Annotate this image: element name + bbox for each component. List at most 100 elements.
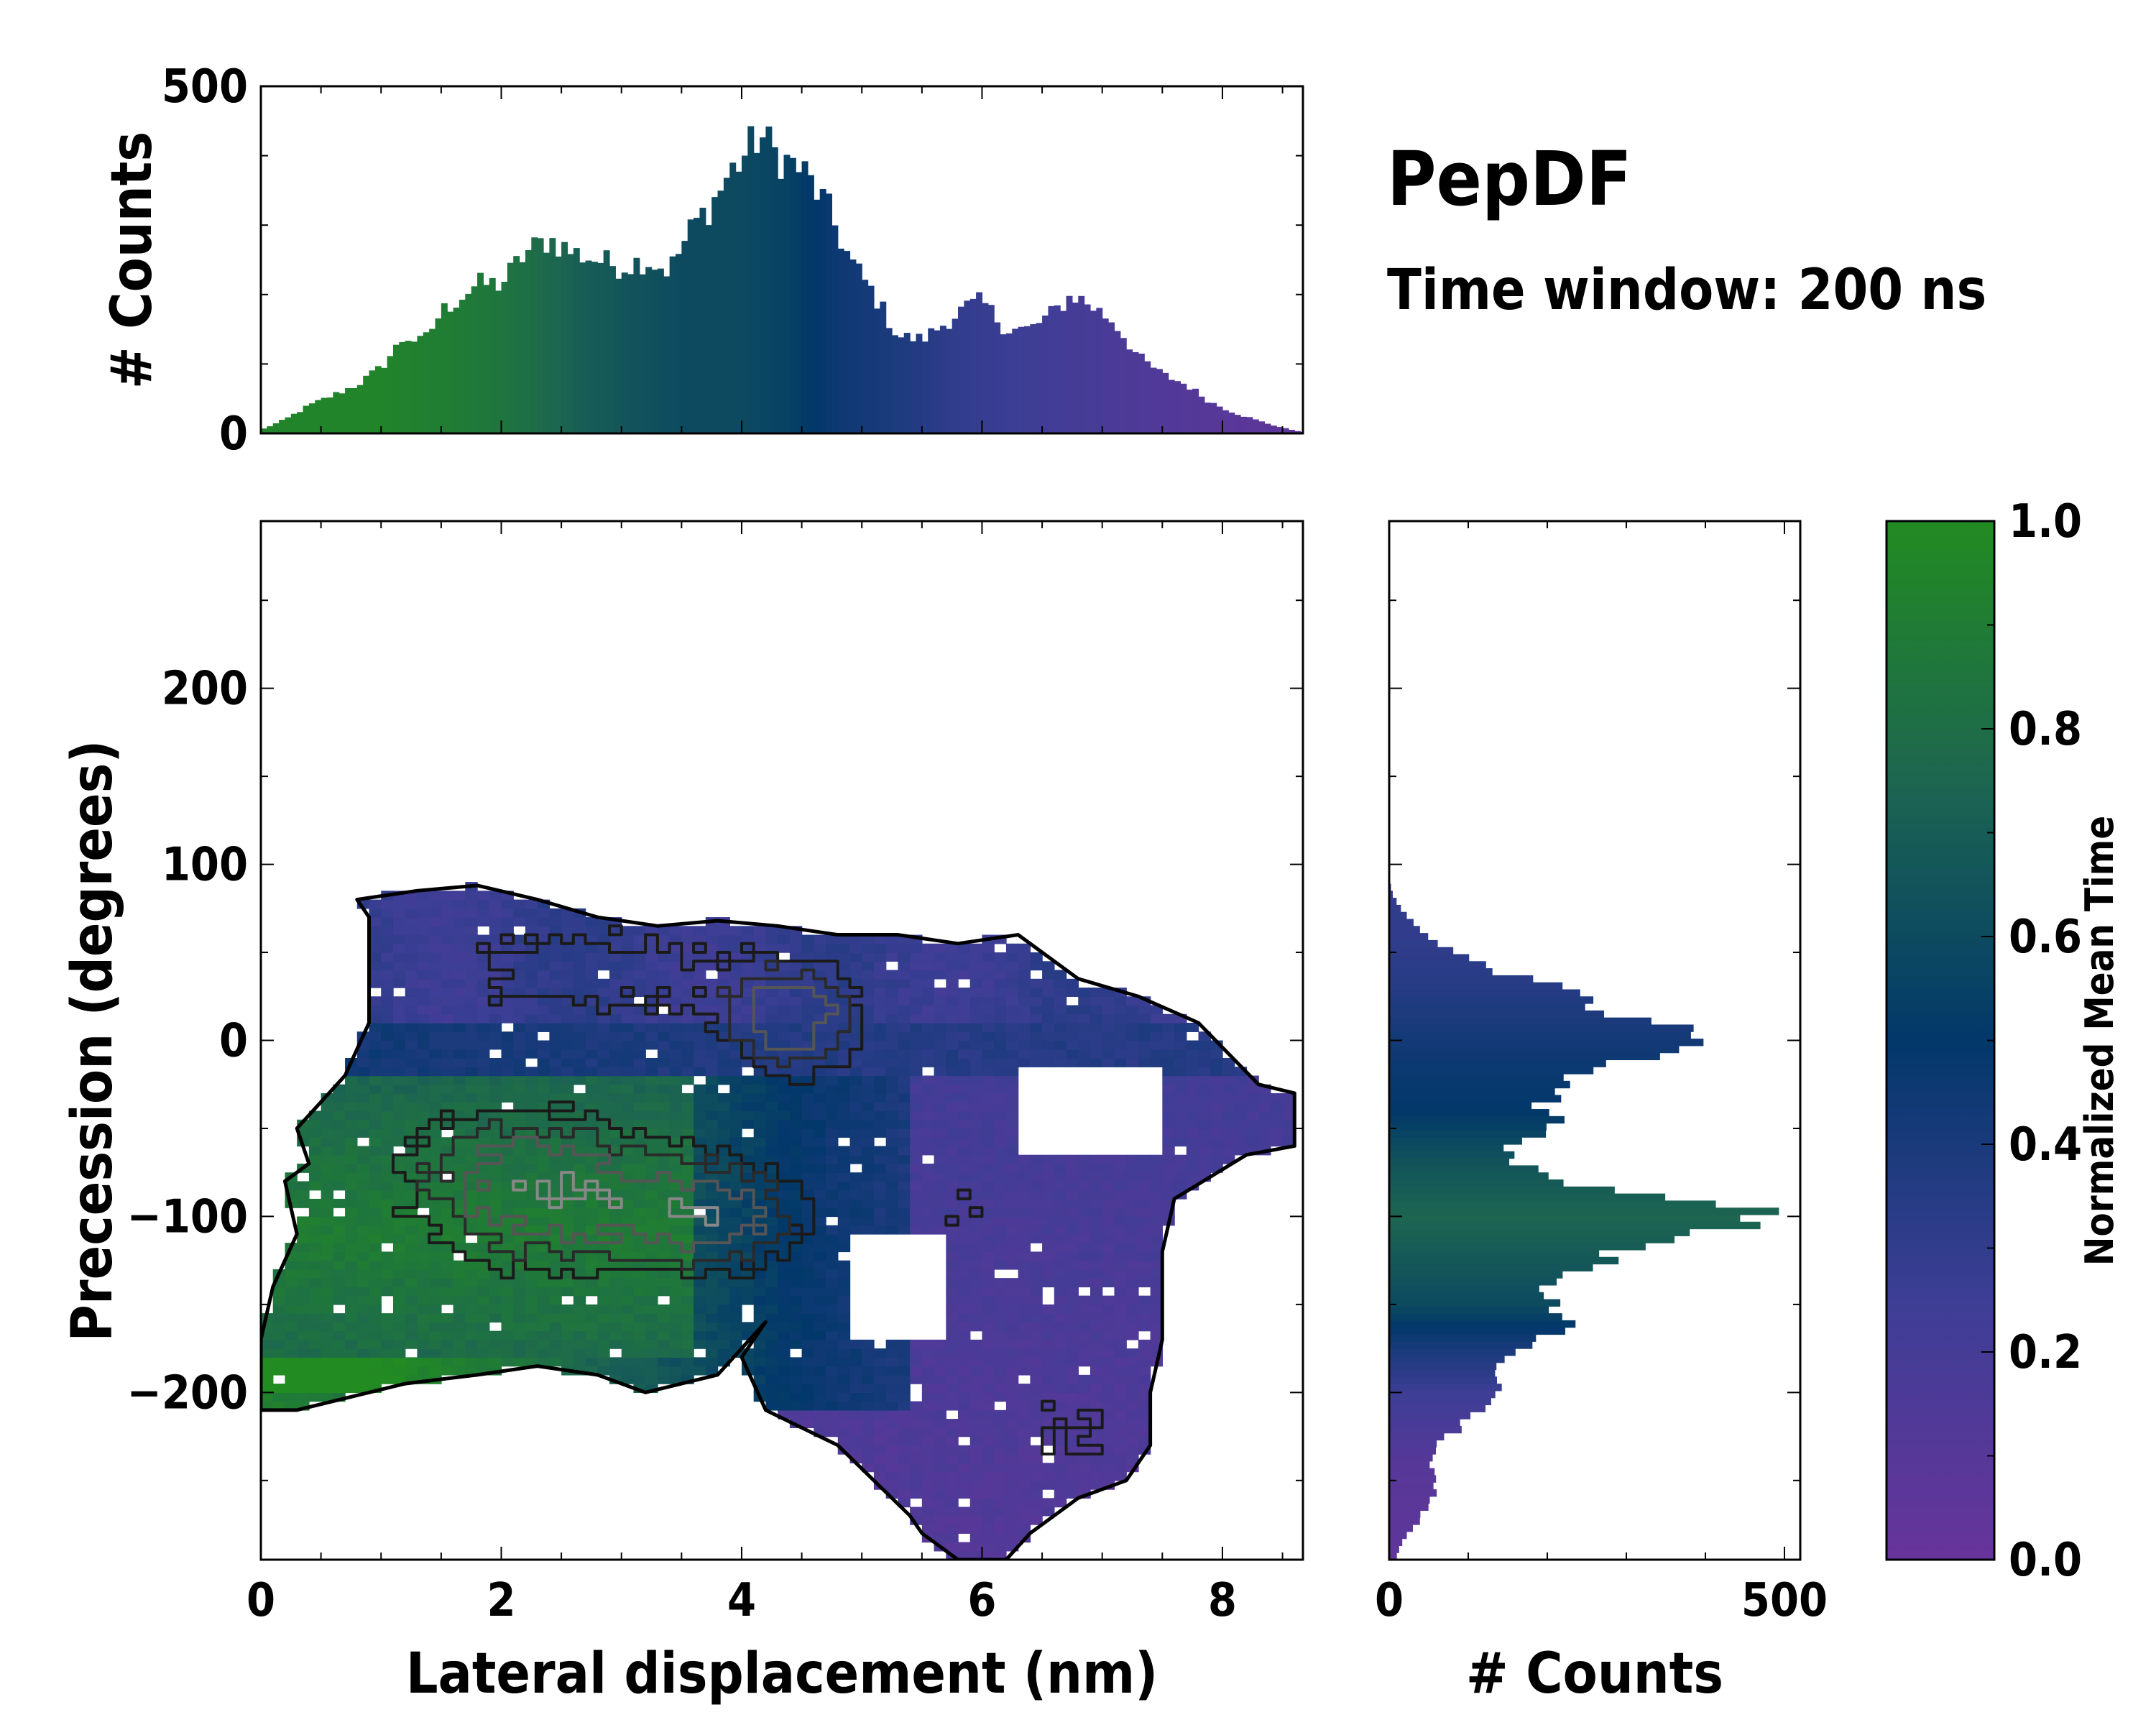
heatmap-cell xyxy=(657,978,671,988)
heatmap-cell xyxy=(609,1216,622,1226)
heatmap-cell xyxy=(1174,1092,1187,1103)
heatmap-cell xyxy=(741,1243,755,1253)
heatmap-cell xyxy=(477,1013,490,1024)
heatmap-cell xyxy=(1089,1409,1103,1420)
heatmap-cell xyxy=(381,1181,394,1191)
heatmap-cell xyxy=(1150,1243,1164,1253)
heatmap-cell xyxy=(958,996,971,1006)
heatmap-cell xyxy=(705,1357,719,1367)
heatmap-cell xyxy=(849,943,862,953)
heatmap-cell xyxy=(969,1322,983,1332)
heatmap-cell xyxy=(381,1163,394,1173)
heatmap-cell xyxy=(1114,1172,1127,1182)
heatmap-cell xyxy=(1210,1049,1223,1059)
right-bar xyxy=(1389,1067,1594,1075)
heatmap-cell xyxy=(1089,1313,1103,1323)
heatmap-cell xyxy=(513,1110,526,1121)
heatmap-cell xyxy=(1114,1304,1127,1314)
heatmap-cell xyxy=(549,1251,562,1261)
heatmap-cell xyxy=(1066,1243,1079,1253)
heatmap-cell xyxy=(1089,1419,1103,1429)
heatmap-cell xyxy=(297,1348,310,1358)
heatmap-cell xyxy=(621,1208,635,1218)
heatmap-cell xyxy=(946,1146,959,1156)
heatmap-cell xyxy=(669,1084,683,1094)
heatmap-cell xyxy=(849,988,862,997)
top-bar xyxy=(303,405,310,433)
heatmap-cell xyxy=(356,1102,370,1112)
heatmap-cell xyxy=(969,1102,983,1112)
heatmap-cell xyxy=(525,1313,538,1323)
heatmap-cell xyxy=(669,961,683,971)
heatmap-cell xyxy=(814,1190,826,1200)
heatmap-cell xyxy=(681,952,694,962)
heatmap-cell xyxy=(729,943,742,953)
heatmap-cell xyxy=(561,1172,574,1182)
heatmap-cell xyxy=(921,1216,935,1226)
heatmap-cell xyxy=(573,1243,586,1253)
heatmap-cell xyxy=(910,970,923,980)
heatmap-cell xyxy=(741,1040,755,1050)
heatmap-cell xyxy=(417,1049,430,1059)
heatmap-cell xyxy=(681,1304,694,1314)
top-bar xyxy=(537,238,544,433)
heatmap-cell xyxy=(453,1067,466,1077)
heatmap-cell xyxy=(765,970,778,980)
heatmap-cell xyxy=(1078,1463,1091,1473)
heatmap-cell xyxy=(549,1357,562,1367)
heatmap-cell xyxy=(801,1243,815,1253)
heatmap-cell xyxy=(729,1057,742,1067)
heatmap-cell xyxy=(765,1269,778,1279)
heatmap-cell xyxy=(958,1181,971,1191)
heatmap-cell xyxy=(621,1031,635,1041)
heatmap-cell xyxy=(1054,1154,1067,1164)
heatmap-cell xyxy=(1138,1384,1151,1394)
heatmap-cell xyxy=(1114,1295,1127,1305)
heatmap-cell xyxy=(681,1330,694,1340)
heatmap-cell xyxy=(345,1233,358,1243)
heatmap-cell xyxy=(657,970,671,980)
heatmap-cell xyxy=(982,1013,995,1024)
heatmap-cell xyxy=(814,1013,826,1024)
heatmap-cell xyxy=(946,1084,959,1094)
heatmap-cell xyxy=(801,1251,815,1261)
heatmap-cell xyxy=(849,1198,862,1208)
heatmap-cell xyxy=(429,1084,442,1094)
heatmap-cell xyxy=(597,1366,610,1376)
heatmap-cell xyxy=(308,1330,322,1340)
right-bar xyxy=(1389,1074,1564,1082)
heatmap-cell xyxy=(1066,1463,1079,1473)
heatmap-cell xyxy=(1174,1137,1187,1147)
heatmap-cell xyxy=(849,1119,862,1129)
heatmap-cell xyxy=(885,1198,899,1208)
heatmap-cell xyxy=(765,1172,778,1182)
heatmap-cell xyxy=(369,1067,382,1077)
heatmap-cell xyxy=(994,1225,1007,1235)
heatmap-cell xyxy=(681,1313,694,1323)
heatmap-cell xyxy=(417,1287,430,1297)
heatmap-cell xyxy=(849,1057,862,1067)
heatmap-cell xyxy=(1114,1348,1127,1358)
heatmap-cell xyxy=(477,1251,490,1261)
heatmap-cell xyxy=(537,1163,550,1173)
heatmap-cell xyxy=(669,1198,683,1208)
heatmap-cell xyxy=(549,1330,562,1340)
heatmap-cell xyxy=(549,1075,562,1085)
top-bar xyxy=(417,336,424,433)
heatmap-cell xyxy=(681,1278,694,1288)
heatmap-cell xyxy=(1054,1181,1067,1191)
heatmap-cell xyxy=(885,1339,899,1349)
heatmap-cell xyxy=(597,926,610,936)
heatmap-cell xyxy=(392,1269,406,1279)
heatmap-cell xyxy=(1246,1102,1259,1112)
heatmap-cell xyxy=(958,1243,971,1253)
right-bar xyxy=(1389,968,1493,976)
heatmap-cell xyxy=(898,1146,911,1156)
heatmap-cell xyxy=(814,1154,826,1164)
heatmap-cell xyxy=(501,1119,514,1129)
heatmap-cell xyxy=(597,1322,610,1332)
heatmap-cell xyxy=(1005,1357,1019,1367)
heatmap-cell xyxy=(705,1084,719,1094)
heatmap-cell xyxy=(910,1506,923,1517)
heatmap-cell xyxy=(405,943,418,953)
